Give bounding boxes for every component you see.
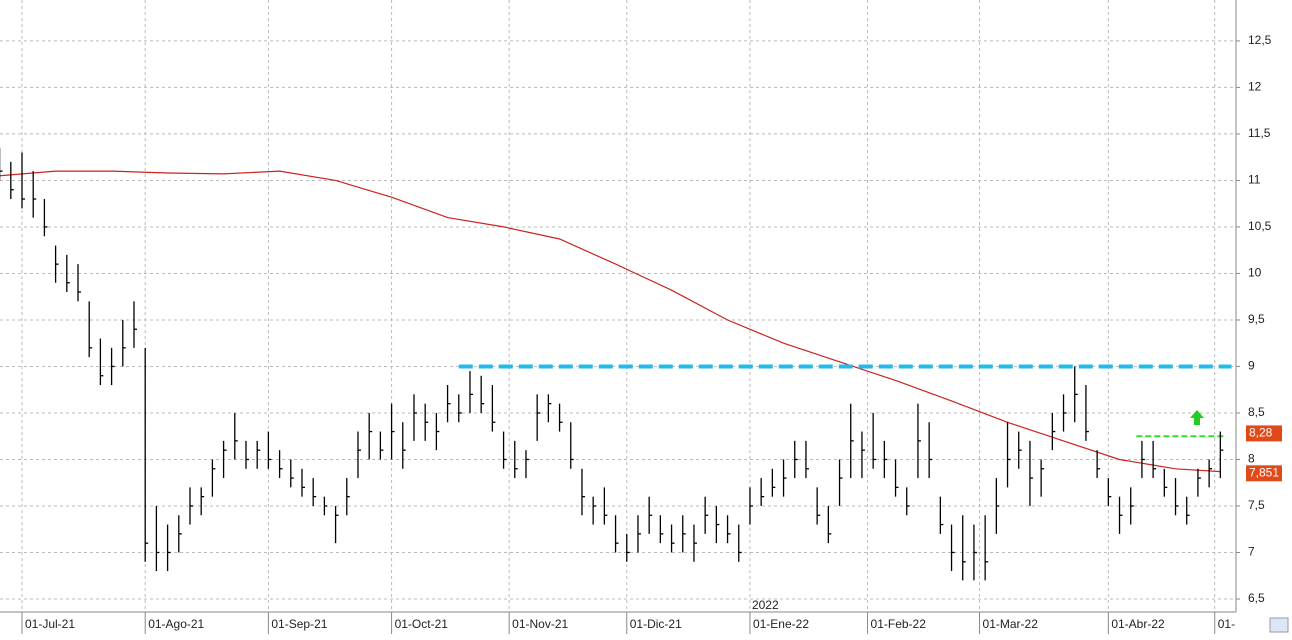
x-tick-label: 01-Feb-22 [871,617,927,631]
x-tick-label: 01-Nov-21 [512,617,568,631]
x-tick-label: 01-Oct-21 [395,617,449,631]
y-tick-label: 11 [1248,173,1261,187]
y-tick-label: 12 [1248,80,1262,94]
x-tick-label: 01-Jul-21 [25,617,75,631]
price-label: 7,851 [1249,465,1279,479]
y-tick-label: 9 [1248,359,1255,373]
x-tick-label: 01-Ago-21 [148,617,204,631]
x-tick-label: 01- [1218,617,1235,631]
x-tick-label: 01-Sep-21 [271,617,327,631]
y-tick-label: 6,5 [1248,591,1265,605]
y-tick-label: 10 [1248,266,1262,280]
y-tick-label: 8,5 [1248,405,1265,419]
moving-average [0,170,1221,473]
y-tick-label: 9,5 [1248,312,1265,326]
x-tick-label: 01-Mar-22 [983,617,1039,631]
y-tick-label: 12,5 [1248,33,1272,47]
y-tick-label: 8 [1248,452,1255,466]
x-tick-label: 01-Abr-22 [1111,617,1165,631]
x-tick-label: 01-Ene-22 [753,617,809,631]
y-tick-label: 7,5 [1248,498,1265,512]
y-tick-label: 10,5 [1248,219,1272,233]
price-label: 8,28 [1249,426,1273,440]
x-tick-label: 01-Dic-21 [630,617,682,631]
price-label-box [1246,465,1282,482]
y-tick-label: 7 [1248,545,1255,559]
y-tick-label: 11,5 [1248,126,1271,140]
year-label: 2022 [752,598,779,612]
up-arrow-icon [1190,410,1204,425]
price-label-box [1246,425,1282,442]
logo-icon [1269,617,1289,633]
